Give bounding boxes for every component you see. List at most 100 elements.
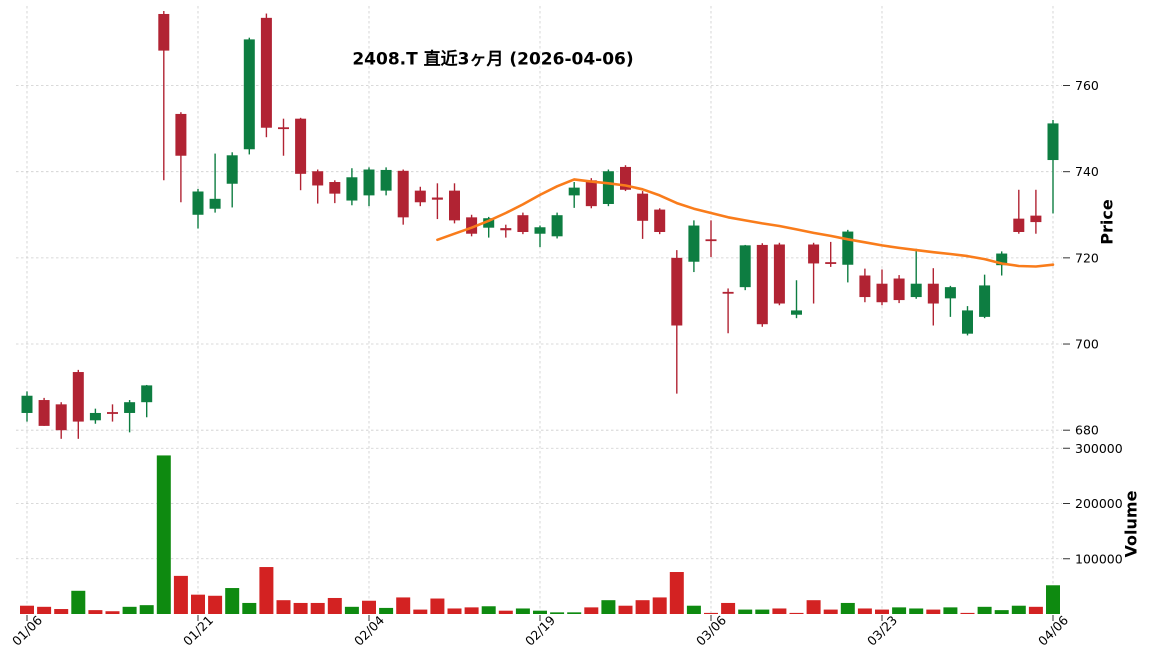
volume-bar xyxy=(105,611,120,614)
volume-bar xyxy=(652,597,667,614)
candle-body-up xyxy=(243,39,255,150)
candle-body-down xyxy=(825,262,837,264)
volume-bar xyxy=(139,605,154,614)
volume-bar xyxy=(618,605,633,614)
candle-body-up xyxy=(363,169,375,196)
volume-bar xyxy=(1028,606,1043,614)
volume-bar xyxy=(686,605,701,614)
candle-body-up xyxy=(568,187,580,196)
volume-bar xyxy=(943,607,958,614)
candle-body-up xyxy=(962,310,973,334)
volume-bar xyxy=(259,567,274,614)
volume-bar xyxy=(601,600,616,614)
candle-body-up xyxy=(21,395,33,413)
volume-bar xyxy=(584,607,599,614)
volume-bar xyxy=(379,607,394,614)
volume-bar xyxy=(977,606,992,614)
volume-tick-label: 300000 xyxy=(1075,441,1123,456)
volume-bar xyxy=(362,600,376,614)
volume-bar xyxy=(173,575,188,614)
candle-body-down xyxy=(637,193,649,221)
volume-bar xyxy=(1046,585,1060,614)
volume-bar xyxy=(1011,605,1026,614)
price-tick-label: 700 xyxy=(1075,337,1099,352)
candle-body-down xyxy=(893,278,905,301)
volume-bar xyxy=(738,609,753,614)
candle-body-down xyxy=(517,215,529,232)
candle-body-down xyxy=(397,170,409,218)
volume-bar xyxy=(225,588,240,614)
vertical-gridlines xyxy=(26,6,1054,614)
volume-bar xyxy=(54,609,69,614)
volume-bar xyxy=(293,602,308,614)
volume-bar xyxy=(567,612,582,614)
candle-body-down xyxy=(72,372,84,422)
candle-body-up xyxy=(141,385,153,403)
candle-body-down xyxy=(312,171,324,186)
volume-bar xyxy=(191,594,205,614)
price-axis-ticks: 760 740 720 700 680 xyxy=(1063,78,1099,438)
candle-body-down xyxy=(654,209,666,232)
moving-average-line xyxy=(436,178,1055,268)
horizontal-gridlines xyxy=(16,85,1062,560)
volume-axis-title: Volume xyxy=(1121,490,1141,558)
candle-body-down xyxy=(773,244,785,304)
candle-body-up xyxy=(739,245,751,288)
candle-body-up xyxy=(910,283,922,298)
candle-body-down xyxy=(620,166,631,190)
price-tick-label: 740 xyxy=(1075,164,1099,179)
volume-bar xyxy=(71,590,86,614)
candle-body-up xyxy=(791,310,802,315)
candle-body-up xyxy=(89,412,101,421)
x-axis-ticks: 01/06 01/21 02/04 02/19 03/06 03/23 04/06 xyxy=(9,612,1071,648)
candle-body-up xyxy=(483,218,495,228)
volume-bar xyxy=(37,606,52,614)
volume-bars xyxy=(20,455,1060,614)
volume-bar xyxy=(892,607,907,614)
candle-body-up xyxy=(226,155,238,184)
volume-axis-ticks: 300000 200000 100000 xyxy=(1063,441,1123,566)
candle-body-down xyxy=(1030,215,1042,223)
volume-bar xyxy=(481,606,496,614)
chart-title: 2408.T 直近3ヶ月 (2026-04-06) xyxy=(352,49,634,70)
volume-bar xyxy=(789,612,804,614)
volume-bar xyxy=(840,602,855,614)
volume-bar xyxy=(88,610,103,614)
volume-bar xyxy=(344,606,359,614)
candle-body-down xyxy=(414,190,426,203)
volume-bar xyxy=(806,600,821,614)
price-tick-label: 720 xyxy=(1075,250,1099,265)
candle-body-down xyxy=(859,275,871,298)
candle-body-down xyxy=(295,118,307,174)
candle-body-down xyxy=(756,244,768,325)
candle-body-up xyxy=(209,198,221,209)
volume-bar xyxy=(156,455,171,614)
volume-bar xyxy=(550,612,565,614)
volume-bar xyxy=(515,608,530,614)
candle-body-up xyxy=(688,225,700,262)
volume-bar xyxy=(413,609,428,614)
candle-body-up xyxy=(602,171,614,204)
candle-body-down xyxy=(705,239,717,242)
price-tick-label: 680 xyxy=(1075,423,1099,438)
candle-body-down xyxy=(38,400,50,426)
candle-body-down xyxy=(107,412,118,414)
volume-bar xyxy=(122,606,137,614)
candle-body-down xyxy=(1013,218,1025,232)
candle-body-down xyxy=(329,182,341,194)
volume-bar xyxy=(875,609,889,614)
candle-body-down xyxy=(927,283,939,304)
volume-bar xyxy=(498,610,513,614)
candle-body-down xyxy=(466,217,478,234)
candle-body-down xyxy=(260,17,272,128)
price-tick-label: 760 xyxy=(1075,78,1099,93)
candle-body-up xyxy=(534,227,546,234)
candle-body-up xyxy=(842,231,854,265)
price-axis-title: Price xyxy=(1097,199,1117,245)
volume-bar xyxy=(276,600,291,614)
volume-tick-label: 200000 xyxy=(1075,496,1123,511)
candle-body-down xyxy=(500,228,512,231)
volume-bar xyxy=(857,608,872,614)
